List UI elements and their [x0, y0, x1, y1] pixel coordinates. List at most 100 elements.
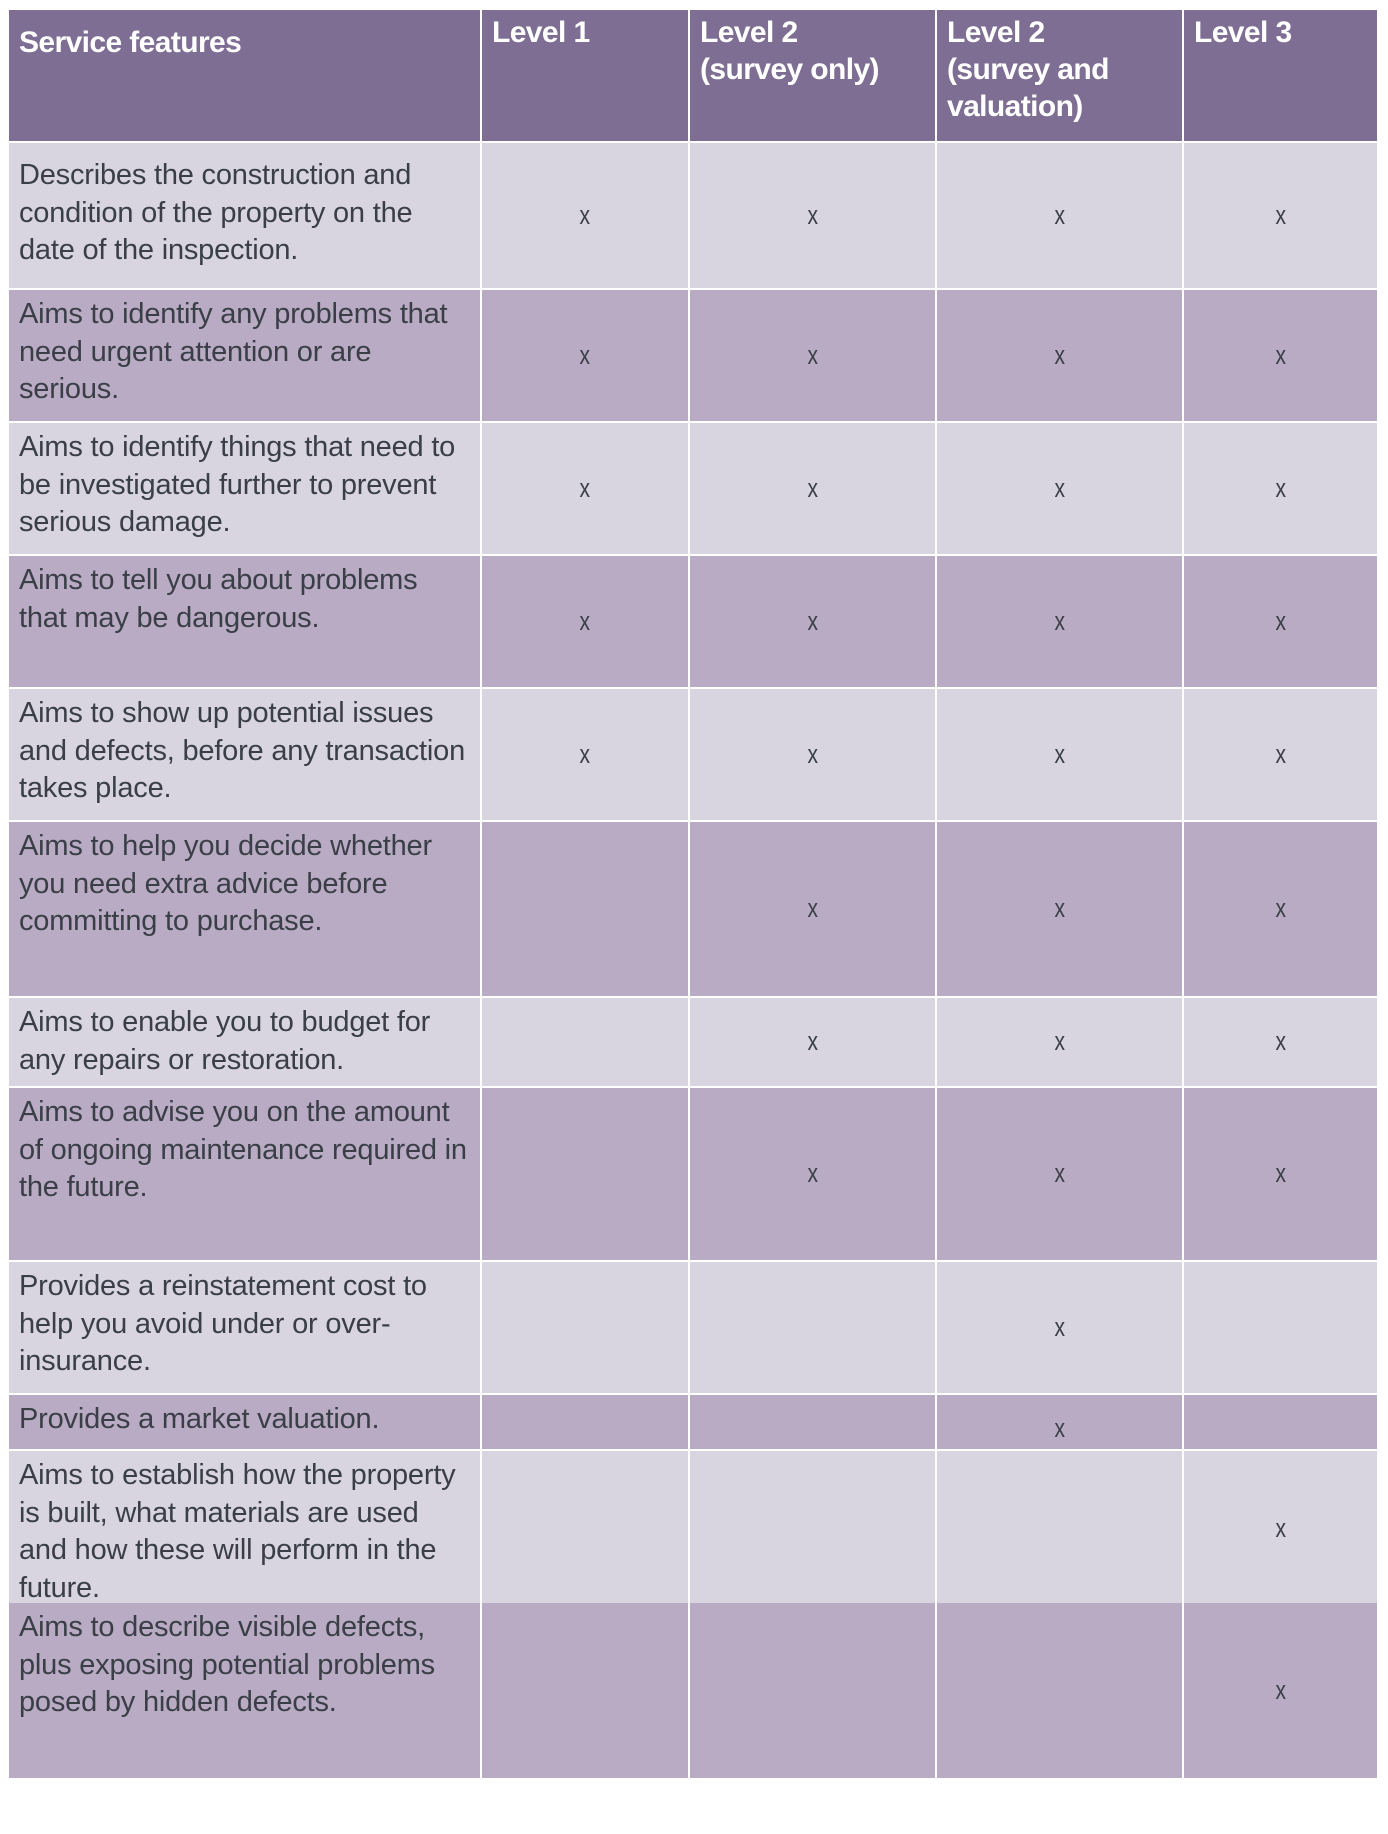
feature-cell: Aims to describe visible defects, plus e… — [9, 1603, 480, 1778]
level-2-valuation-mark-cell: x — [937, 1262, 1182, 1393]
check-x-icon: x — [1054, 472, 1065, 503]
check-x-icon: x — [1054, 605, 1065, 636]
feature-cell: Aims to enable you to budget for any rep… — [9, 998, 480, 1086]
level-1-mark-cell — [482, 1395, 688, 1449]
check-x-icon: x — [1275, 1026, 1286, 1057]
check-x-icon: x — [807, 472, 818, 503]
feature-cell: Aims to show up potential issues and def… — [9, 689, 480, 820]
table-row: Provides a market valuation. x — [9, 1395, 1377, 1449]
header-label: Level 3 — [1194, 16, 1292, 49]
header-label-line: Level 2 — [700, 16, 798, 49]
check-x-icon: x — [1054, 1311, 1065, 1342]
level-2-survey-mark-cell: x — [690, 556, 935, 687]
level-1-mark-cell — [482, 1262, 688, 1393]
header-label: Level 1 — [492, 16, 590, 49]
level-2-valuation-mark-cell — [937, 1603, 1182, 1778]
header-label-line: (survey only) — [700, 53, 880, 86]
header-label-line: Level 2 — [947, 16, 1045, 49]
check-x-icon: x — [807, 605, 818, 636]
level-1-mark-cell: x — [482, 290, 688, 421]
table-header-row: Service features Level 1 Level 2 (survey… — [9, 10, 1377, 141]
check-x-icon: x — [579, 199, 591, 230]
level-2-survey-mark-cell: x — [690, 423, 935, 554]
level-2-valuation-mark-cell: x — [937, 1088, 1182, 1260]
level-3-mark-cell: x — [1184, 1088, 1377, 1260]
check-x-icon: x — [1054, 199, 1065, 230]
check-x-icon: x — [807, 339, 818, 370]
table-row: Aims to show up potential issues and def… — [9, 689, 1377, 820]
level-1-mark-cell: x — [482, 423, 688, 554]
header-level-2-survey-and-valuation: Level 2 (survey and valuation) — [937, 10, 1182, 141]
level-2-valuation-mark-cell: x — [937, 998, 1182, 1086]
level-2-valuation-mark-cell: x — [937, 556, 1182, 687]
header-level-2-survey-only: Level 2 (survey only) — [690, 10, 935, 141]
level-3-mark-cell — [1184, 1262, 1377, 1393]
header-label-line: valuation) — [947, 90, 1083, 123]
check-x-icon: x — [1275, 199, 1286, 230]
level-3-mark-cell: x — [1184, 423, 1377, 554]
level-2-valuation-mark-cell: x — [937, 1395, 1182, 1449]
table-row: Provides a reinstatement cost to help yo… — [9, 1262, 1377, 1393]
check-x-icon: x — [1275, 1674, 1286, 1705]
table-row: Aims to tell you about problems that may… — [9, 556, 1377, 687]
feature-cell: Aims to identify things that need to be … — [9, 423, 480, 554]
level-2-survey-mark-cell: x — [690, 143, 935, 288]
feature-cell: Aims to establish how the property is bu… — [9, 1451, 480, 1607]
check-x-icon: x — [1054, 339, 1065, 370]
check-x-icon: x — [579, 339, 591, 370]
table-row: Describes the construction and condition… — [9, 143, 1377, 288]
level-3-mark-cell: x — [1184, 556, 1377, 687]
check-x-icon: x — [1054, 893, 1065, 924]
check-x-icon: x — [807, 1026, 818, 1057]
level-3-mark-cell: x — [1184, 1451, 1377, 1607]
header-label: Service features — [19, 26, 242, 59]
feature-cell: Describes the construction and condition… — [9, 143, 480, 288]
check-x-icon: x — [1275, 339, 1286, 370]
check-x-icon: x — [1054, 1158, 1065, 1189]
table-row: Aims to describe visible defects, plus e… — [9, 1603, 1377, 1778]
level-2-valuation-mark-cell: x — [937, 423, 1182, 554]
service-levels-table: Service features Level 1 Level 2 (survey… — [9, 10, 1377, 1780]
table-row: Aims to establish how the property is bu… — [9, 1451, 1377, 1607]
level-3-mark-cell: x — [1184, 998, 1377, 1086]
table-row: Aims to identify any problems that need … — [9, 290, 1377, 421]
level-1-mark-cell — [482, 822, 688, 996]
check-x-icon: x — [1275, 605, 1286, 636]
level-1-mark-cell — [482, 1603, 688, 1778]
level-3-mark-cell: x — [1184, 689, 1377, 820]
level-2-survey-mark-cell — [690, 1603, 935, 1778]
check-x-icon: x — [1054, 1026, 1065, 1057]
feature-cell: Aims to identify any problems that need … — [9, 290, 480, 421]
level-3-mark-cell: x — [1184, 143, 1377, 288]
feature-cell: Aims to help you decide whether you need… — [9, 822, 480, 996]
header-label-line: (survey and — [947, 53, 1109, 86]
level-2-valuation-mark-cell: x — [937, 290, 1182, 421]
level-1-mark-cell — [482, 1451, 688, 1607]
check-x-icon: x — [1275, 738, 1286, 769]
level-3-mark-cell: x — [1184, 290, 1377, 421]
check-x-icon: x — [807, 893, 818, 924]
level-1-mark-cell — [482, 1088, 688, 1260]
level-2-survey-mark-cell: x — [690, 822, 935, 996]
level-2-survey-mark-cell: x — [690, 689, 935, 820]
feature-cell: Provides a market valuation. — [9, 1395, 480, 1449]
level-2-valuation-mark-cell: x — [937, 822, 1182, 996]
level-3-mark-cell: x — [1184, 822, 1377, 996]
check-x-icon: x — [807, 738, 818, 769]
level-2-survey-mark-cell: x — [690, 1088, 935, 1260]
level-2-survey-mark-cell: x — [690, 290, 935, 421]
table-row: Aims to enable you to budget for any rep… — [9, 998, 1377, 1086]
feature-cell: Aims to advise you on the amount of ongo… — [9, 1088, 480, 1260]
level-2-survey-mark-cell — [690, 1451, 935, 1607]
level-2-valuation-mark-cell — [937, 1451, 1182, 1607]
level-2-survey-mark-cell — [690, 1395, 935, 1449]
check-x-icon: x — [1275, 472, 1286, 503]
check-x-icon: x — [579, 472, 591, 503]
table-row: Aims to advise you on the amount of ongo… — [9, 1088, 1377, 1260]
level-2-valuation-mark-cell: x — [937, 143, 1182, 288]
feature-cell: Aims to tell you about problems that may… — [9, 556, 480, 687]
level-2-survey-mark-cell — [690, 1262, 935, 1393]
check-x-icon: x — [1275, 1513, 1286, 1544]
check-x-icon: x — [579, 605, 591, 636]
feature-cell: Provides a reinstatement cost to help yo… — [9, 1262, 480, 1393]
